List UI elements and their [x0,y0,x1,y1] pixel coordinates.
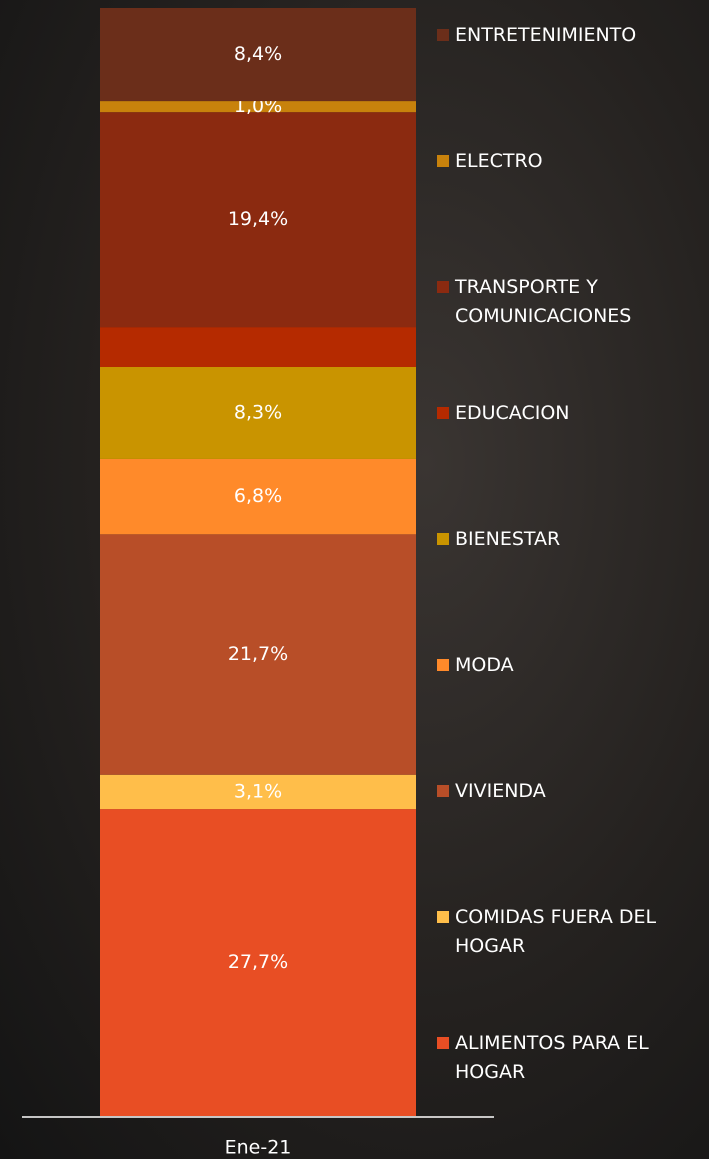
legend-item: ENTRETENIMIENTO [437,21,699,50]
legend-label: TRANSPORTE Y COMUNICACIONES [455,276,632,327]
legend-swatch [437,29,449,41]
data-label: 19,4% [228,208,288,230]
legend-label: VIVIENDA [455,780,546,802]
bar-segment [100,534,416,775]
legend-item: EDUCACION [437,399,699,428]
legend-item: BIENESTAR [437,525,699,554]
bar-segment [100,112,416,328]
legend-label: BIENESTAR [455,528,561,550]
legend-swatch [437,533,449,545]
data-label: 3,1% [234,780,282,802]
data-label: 6,8% [234,485,282,507]
legend-swatch [437,785,449,797]
bar-segment [100,809,416,1116]
legend-swatch [437,155,449,167]
bar-segment [100,327,416,367]
legend-label: COMIDAS FUERA DEL HOGAR [455,906,657,957]
legend-swatch [437,281,449,293]
legend-label: EDUCACION [455,402,570,424]
x-tick-label: Ene-21 [225,1137,292,1159]
legend-item: COMIDAS FUERA DEL HOGAR [437,903,699,961]
legend-swatch [437,911,449,923]
legend-label: ELECTRO [455,150,543,172]
data-label: 8,3% [234,401,282,423]
bar-segment [100,101,416,113]
bar-segment [100,366,416,459]
legend-swatch [437,1037,449,1049]
bar-segment [100,8,416,102]
legend-item: VIVIENDA [437,777,699,806]
legend-item: ELECTRO [437,147,699,176]
data-label: 21,7% [228,643,288,665]
legend-label: ALIMENTOS PARA EL HOGAR [455,1032,649,1083]
legend-label: ENTRETENIMIENTO [455,24,637,46]
data-label: 27,7% [228,951,288,973]
legend-label: MODA [455,654,514,676]
legend-item: MODA [437,651,699,680]
data-label: 8,4% [234,43,282,65]
bar-segment [100,458,416,535]
legend-item: TRANSPORTE Y COMUNICACIONES [437,273,699,331]
legend-item: ALIMENTOS PARA EL HOGAR [437,1029,699,1087]
legend-swatch [437,659,449,671]
bar-segment [100,774,416,810]
legend-swatch [437,407,449,419]
